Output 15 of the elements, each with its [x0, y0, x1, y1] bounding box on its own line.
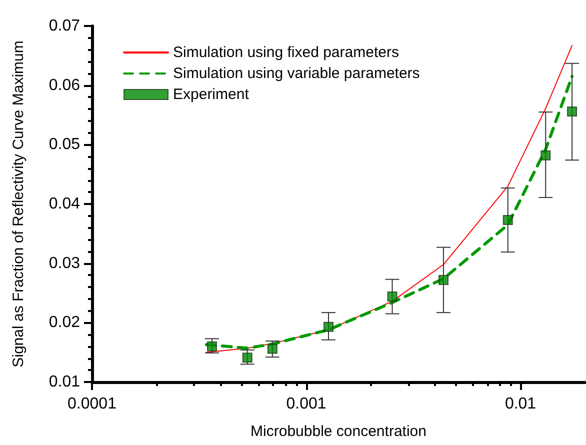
- x-tick-label: 0.0001: [68, 396, 117, 412]
- x-tick-label: 0.001: [286, 396, 326, 412]
- y-tick-label: 0.04: [48, 196, 80, 212]
- y-tick-label: 0.01: [48, 374, 80, 390]
- x-axis-title: Microbubble concentration: [250, 423, 426, 440]
- y-tick-label: 0.03: [48, 254, 80, 272]
- x-tick-label: 0.01: [504, 396, 536, 412]
- y-tick-label: 0.05: [48, 136, 80, 154]
- y-tick-label: 0.07: [48, 18, 80, 34]
- y-axis-title: Signal as Fraction of Reflectivity Curve Maximum: [10, 40, 27, 368]
- legend-label: Simulation using variable parameters: [173, 65, 420, 82]
- y-tick-label: 0.02: [48, 314, 80, 332]
- legend-label: Simulation using fixed parameters: [173, 44, 399, 61]
- y-tick-label: 0.06: [48, 76, 80, 94]
- legend-label: Experiment: [173, 86, 250, 103]
